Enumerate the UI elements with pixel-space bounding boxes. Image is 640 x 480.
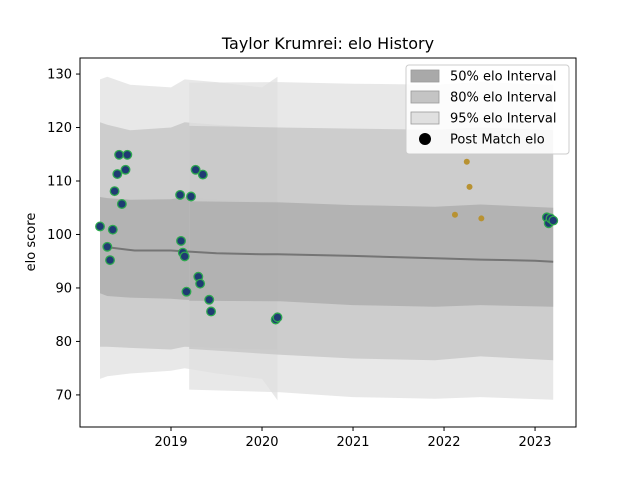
y-tick-label: 90: [55, 281, 72, 296]
x-axis: 2019 2020 2021 2022 2023: [154, 427, 552, 450]
post-match-point: [116, 199, 127, 209]
chart-title: Taylor Krumrei: elo History: [221, 34, 434, 53]
mean-elo-line: [105, 246, 554, 263]
post-match-point: [122, 149, 133, 160]
y-tick-label: 70: [55, 388, 72, 403]
y-tick-label: 130: [47, 68, 72, 83]
post-match-point: [197, 169, 208, 180]
legend-swatch: [410, 90, 440, 104]
legend-label: 80% elo Interval: [450, 91, 557, 106]
post-match-point: [466, 183, 473, 190]
y-tick-label: 100: [47, 228, 72, 243]
legend-label: 50% elo Interval: [450, 70, 557, 85]
x-tick-label: 2022: [427, 435, 460, 450]
legend-swatch: [410, 69, 440, 83]
post-match-point: [548, 215, 559, 226]
post-match-point: [451, 211, 458, 218]
x-tick-label: 2021: [336, 435, 369, 450]
post-match-point: [181, 286, 192, 297]
post-match-point: [179, 251, 190, 262]
post-match-point: [190, 164, 201, 175]
post-match-point: [95, 221, 105, 232]
axes-frame: [79, 57, 577, 428]
post-match-point: [175, 189, 186, 200]
post-match-point: [107, 224, 118, 235]
legend-swatch: [410, 111, 440, 125]
y-tick-label: 110: [47, 175, 72, 190]
legend-box: [405, 64, 570, 155]
post-match-point: [105, 255, 115, 266]
post-match-point: [195, 278, 206, 289]
post-match-point: [478, 215, 485, 222]
y-tick-label: 80: [55, 335, 72, 350]
post-match-point: [112, 169, 123, 179]
post-match-point: [463, 158, 470, 165]
legend-label: Post Match elo: [450, 133, 545, 148]
band-50-segment-1: [189, 201, 554, 307]
post-match-point: [186, 191, 196, 202]
post-match-point: [176, 235, 186, 246]
y-tick-label: 120: [47, 121, 72, 136]
x-tick-label: 2020: [245, 435, 278, 450]
legend: 50% elo Interval 80% elo Interval 95% elo …: [405, 64, 570, 155]
x-tick-label: 2023: [518, 435, 551, 450]
legend-label: 95% elo Interval: [450, 112, 557, 127]
post-match-point: [102, 241, 113, 252]
post-match-point: [272, 312, 283, 323]
post-match-point: [206, 306, 217, 317]
post-match-point: [109, 186, 120, 197]
plot-area: [95, 76, 559, 401]
legend-marker: [419, 133, 431, 145]
x-tick-label: 2019: [154, 435, 187, 450]
y-axis: 70 80 90 100 110 120 130: [47, 68, 80, 403]
y-axis-label: elo score: [24, 213, 39, 272]
post-match-point: [120, 164, 131, 175]
post-match-point: [114, 149, 125, 160]
post-match-point: [204, 294, 215, 305]
